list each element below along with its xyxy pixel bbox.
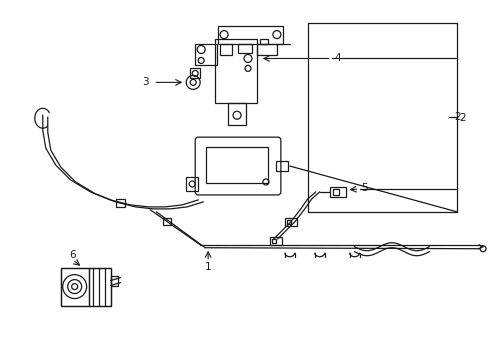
Text: 2: 2 <box>454 112 461 122</box>
Bar <box>220 44 232 55</box>
Bar <box>61 268 89 306</box>
Bar <box>272 239 276 243</box>
Text: 1: 1 <box>205 262 212 272</box>
Bar <box>285 218 297 226</box>
Bar <box>206 147 268 183</box>
Text: 4: 4 <box>335 54 341 63</box>
Bar <box>276 161 288 171</box>
Bar <box>330 187 345 197</box>
Bar <box>186 177 198 191</box>
Bar <box>270 237 282 245</box>
Bar <box>287 220 291 224</box>
Bar <box>116 199 125 207</box>
Bar <box>257 44 277 55</box>
Bar <box>228 103 246 125</box>
Bar <box>61 268 111 306</box>
Bar <box>111 276 119 285</box>
Bar <box>333 189 339 195</box>
Text: 5: 5 <box>362 183 368 193</box>
Bar <box>195 44 217 66</box>
Text: 3: 3 <box>142 77 148 87</box>
Text: 6: 6 <box>70 250 76 260</box>
Bar <box>238 44 252 54</box>
Bar <box>215 39 257 103</box>
Bar <box>260 39 268 44</box>
Bar <box>163 218 172 225</box>
Bar <box>218 26 283 44</box>
Bar <box>89 268 111 306</box>
Text: 2: 2 <box>459 113 466 123</box>
Bar <box>190 68 200 78</box>
